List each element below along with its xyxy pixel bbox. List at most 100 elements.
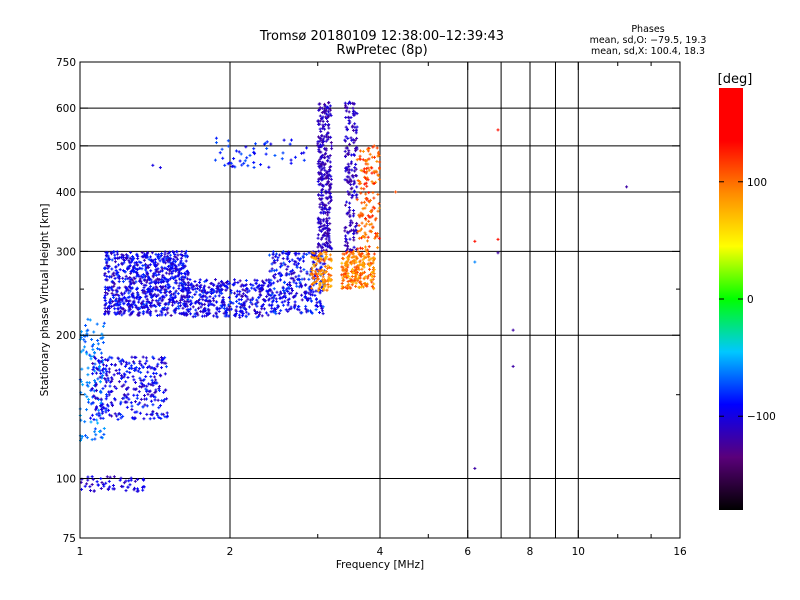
data-point	[238, 279, 242, 283]
data-point	[165, 308, 169, 312]
data-point	[181, 275, 185, 279]
data-point	[131, 265, 135, 269]
data-point	[150, 287, 154, 291]
data-point	[164, 302, 168, 306]
data-point	[163, 291, 167, 295]
data-point	[126, 295, 130, 299]
data-point	[128, 308, 132, 312]
data-point	[186, 273, 190, 277]
data-point	[110, 291, 114, 295]
data-point	[141, 264, 145, 268]
data-point	[179, 304, 183, 308]
data-point	[159, 269, 163, 273]
data-point	[134, 267, 138, 271]
data-point	[171, 266, 175, 270]
data-point	[318, 291, 322, 295]
data-point	[167, 297, 171, 301]
data-point	[120, 255, 124, 259]
data-point	[119, 305, 123, 309]
data-point	[186, 297, 190, 301]
data-point	[137, 260, 141, 264]
data-point	[181, 298, 185, 302]
data-point	[126, 302, 130, 306]
data-point	[128, 256, 132, 260]
data-point	[167, 301, 171, 305]
data-point	[166, 251, 170, 255]
data-point	[155, 269, 159, 273]
data-point	[131, 294, 135, 298]
data-point	[183, 271, 187, 275]
data-point	[177, 286, 181, 290]
data-point	[171, 303, 175, 307]
data-point	[190, 295, 194, 299]
data-point	[264, 278, 268, 282]
data-point	[178, 271, 182, 275]
data-point	[140, 288, 144, 292]
data-point	[160, 311, 164, 315]
data-point	[193, 280, 197, 284]
data-point	[151, 298, 155, 302]
data-point	[270, 306, 274, 310]
data-point	[143, 290, 147, 294]
data-point	[174, 279, 178, 283]
data-point	[176, 304, 180, 308]
data-point	[135, 274, 139, 278]
data-point	[176, 257, 180, 261]
data-point	[166, 306, 170, 310]
data-point	[184, 302, 188, 306]
data-point	[134, 280, 138, 284]
data-point	[124, 274, 128, 278]
data-point	[143, 274, 147, 278]
data-point	[158, 303, 162, 307]
data-point	[147, 257, 151, 261]
data-point	[144, 283, 148, 287]
data-point	[143, 264, 147, 268]
data-point	[200, 314, 204, 318]
data-point	[113, 311, 117, 315]
data-point	[285, 267, 289, 271]
data-point	[146, 255, 150, 259]
data-point	[321, 262, 325, 266]
data-point	[108, 304, 112, 308]
data-point	[293, 300, 297, 304]
data-point	[167, 272, 171, 276]
data-point	[117, 263, 121, 267]
data-point	[145, 266, 149, 270]
data-point	[235, 305, 239, 309]
data-point	[177, 263, 181, 267]
data-point	[148, 263, 152, 267]
data-point	[164, 266, 168, 270]
data-point	[166, 264, 170, 268]
data-point	[279, 309, 283, 313]
data-point	[120, 262, 124, 266]
data-point	[140, 251, 144, 255]
data-point	[108, 275, 112, 279]
data-point	[294, 275, 298, 279]
data-point	[172, 257, 176, 261]
data-point	[103, 295, 107, 299]
data-point	[123, 285, 127, 289]
data-point	[179, 256, 183, 260]
data-point	[328, 222, 332, 226]
data-point	[166, 286, 170, 290]
data-point	[145, 309, 149, 313]
data-point	[198, 280, 202, 284]
data-point	[295, 265, 299, 269]
data-point	[136, 254, 140, 258]
data-point	[179, 253, 183, 257]
data-point	[300, 277, 304, 281]
data-point	[207, 285, 211, 289]
data-point	[175, 250, 179, 254]
data-point	[107, 264, 111, 268]
data-point	[160, 299, 164, 303]
data-point	[146, 275, 150, 279]
data-point	[180, 272, 184, 276]
data-point	[300, 298, 304, 302]
data-point	[170, 262, 174, 266]
data-point	[154, 305, 158, 309]
data-point	[153, 264, 157, 268]
data-point	[153, 260, 157, 264]
data-point	[116, 256, 120, 260]
data-point	[134, 305, 138, 309]
data-point	[152, 272, 156, 276]
